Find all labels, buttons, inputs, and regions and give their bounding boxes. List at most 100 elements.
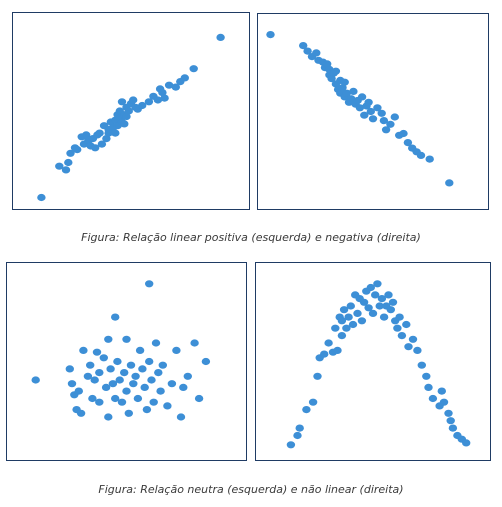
data-point [344,313,353,321]
data-point [189,65,198,73]
data-point [366,283,375,292]
chart-neutral [6,262,247,461]
data-point [117,98,127,106]
data-point [379,313,389,321]
data-point [386,306,395,314]
data-point [216,33,225,41]
data-point [145,357,154,366]
data-point [135,346,145,354]
data-point [348,320,358,329]
data-point [377,295,387,303]
data-point [111,313,120,321]
data-point [131,372,140,380]
data-point [172,346,181,354]
data-point [82,131,91,139]
data-point [386,120,395,128]
data-point [138,365,147,373]
data-point [333,346,342,354]
data-point [74,387,84,395]
data-point [444,409,453,417]
data-point [422,372,431,380]
data-point [360,111,369,119]
data-point [111,129,120,137]
data-point [167,380,177,388]
data-point [91,144,100,152]
data-point [395,313,404,321]
data-point [106,365,115,373]
data-point [359,298,369,306]
data-point [346,302,355,310]
data-point [439,398,449,406]
data-point [122,112,131,121]
data-point [399,129,408,138]
data-point [299,42,308,50]
data-point [97,140,107,148]
data-point [462,439,471,447]
data-point [355,104,365,112]
data-point [95,398,104,406]
data-point [295,424,304,432]
data-point [129,380,138,388]
data-point [95,369,104,377]
data-point [147,376,156,384]
data-point [149,398,158,406]
data-point [347,95,356,103]
data-point [381,126,391,134]
data-point [323,60,332,68]
data-point [402,320,411,329]
data-point [364,98,373,106]
data-point [375,302,384,310]
data-point [339,306,349,314]
data-point [353,309,362,317]
data-point [308,398,318,406]
data-point [338,84,347,92]
data-point [129,96,138,104]
data-point [384,291,393,299]
data-point [113,357,122,366]
scatter-plot-1 [37,33,225,202]
data-point [133,394,143,403]
data-point [55,162,64,170]
data-point [445,179,454,187]
data-point [179,383,188,391]
data-point [403,139,413,147]
data-point [448,424,458,432]
data-point [142,406,152,414]
data-point [425,155,434,163]
data-point [104,335,113,343]
data-point [424,383,433,391]
data-point [122,387,131,395]
data-point [164,81,174,89]
data-point [201,357,211,366]
data-point [120,120,129,128]
data-point [349,87,358,95]
data-point [437,387,446,395]
chart-negative-linear [257,13,489,210]
data-point [154,369,163,377]
data-point [313,372,322,380]
data-point [102,135,111,143]
data-point [92,348,102,356]
data-point [126,361,136,369]
data-point [76,409,86,417]
data-point [122,335,131,343]
data-point [357,93,367,101]
scatter-plot-3 [31,280,211,421]
data-point [428,394,438,403]
data-point [364,304,373,312]
data-point [357,317,367,325]
data-point [404,343,413,351]
data-point [66,149,75,157]
data-point [108,380,118,388]
data-point [163,402,172,410]
data-point [158,89,167,97]
data-point [99,354,109,362]
caption-bottom: Figura: Relação neutra (esquerda) e não … [98,483,404,496]
data-point [61,166,71,174]
data-point [371,291,380,299]
data-point [31,376,40,384]
data-point [86,361,95,369]
data-point [388,298,398,306]
data-point [293,431,302,440]
data-point [183,372,192,380]
